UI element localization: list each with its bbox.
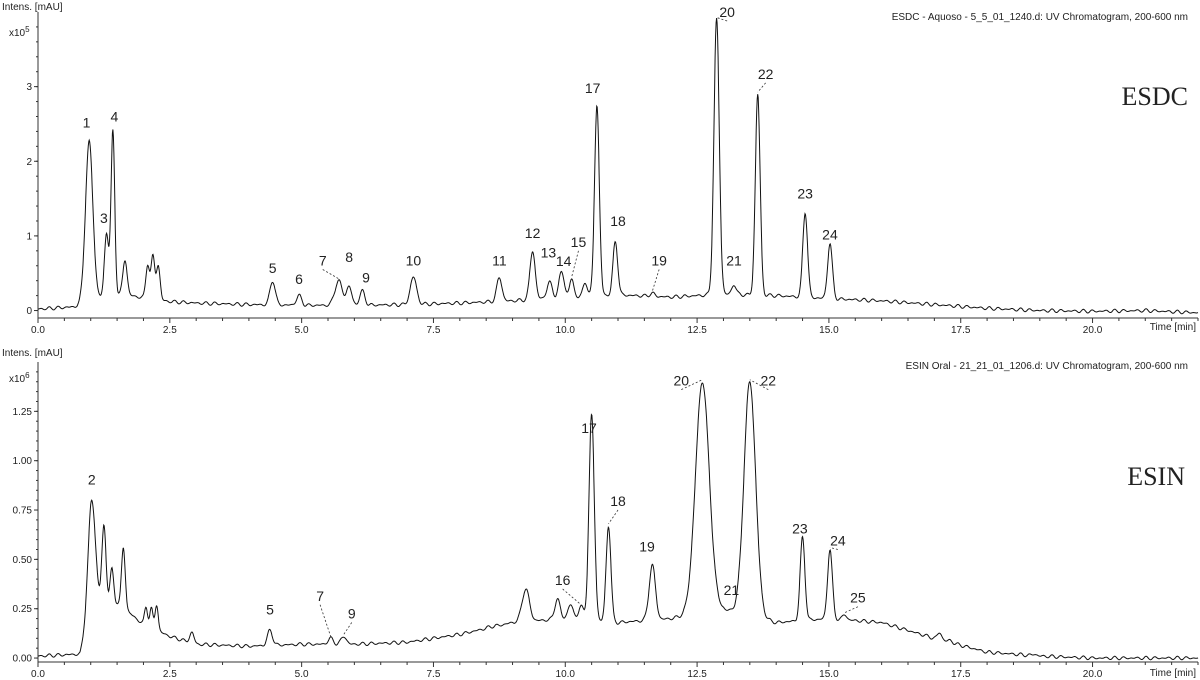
x-tick-label: 20.0 xyxy=(1083,669,1103,680)
signal-trace xyxy=(38,18,1199,315)
peak-label: 15 xyxy=(571,234,587,250)
peak-label: 5 xyxy=(269,260,277,276)
peak-label: 23 xyxy=(797,185,813,201)
peak-label: 3 xyxy=(100,210,108,226)
peak-leader-line xyxy=(571,250,579,278)
peak-leader-line xyxy=(716,17,728,22)
chromatogram-header: ESDC - Aquoso - 5_5_01_1240.d: UV Chroma… xyxy=(892,12,1188,23)
sample-label: ESIN xyxy=(1127,462,1185,491)
y-axis-label: Intens. [mAU] xyxy=(2,348,63,359)
peak-leader-line xyxy=(757,82,766,93)
peak-label: 4 xyxy=(111,108,119,124)
peak-leader-line xyxy=(829,547,838,550)
peak-label: 18 xyxy=(610,213,626,229)
peak-label: 16 xyxy=(555,572,571,588)
x-tick-label: 12.5 xyxy=(687,669,707,680)
peak-label: 11 xyxy=(492,252,507,268)
peak-label: 7 xyxy=(316,588,324,604)
peak-label: 1 xyxy=(83,114,91,130)
peak-leader-line xyxy=(319,604,332,637)
peak-label: 9 xyxy=(348,606,356,622)
y-tick-label: 2 xyxy=(26,157,32,168)
peak-label: 19 xyxy=(639,538,655,554)
x-tick-label: 0.0 xyxy=(31,325,45,336)
peak-label: 10 xyxy=(406,252,422,268)
peak-label: 25 xyxy=(850,590,866,606)
peak-leader-line xyxy=(608,509,619,525)
peak-label: 7 xyxy=(319,252,327,268)
y-tick-label: 1.25 xyxy=(13,407,33,418)
x-tick-label: 20.0 xyxy=(1083,325,1103,336)
peak-label: 13 xyxy=(541,244,557,260)
y-tick-label: 0.75 xyxy=(13,506,33,517)
peak-label: 19 xyxy=(651,252,667,268)
peak-label: 18 xyxy=(610,493,626,509)
peak-leader-line xyxy=(651,269,660,292)
peak-label: 5 xyxy=(266,602,274,618)
peak-label: 24 xyxy=(822,226,838,242)
x-tick-label: 7.5 xyxy=(427,325,441,336)
signal-trace xyxy=(37,381,1199,661)
peak-label: 6 xyxy=(295,271,303,287)
sample-label: ESDC xyxy=(1122,82,1188,111)
peak-label: 21 xyxy=(726,252,742,268)
peak-leader-line xyxy=(562,588,582,606)
x-tick-label: 17.5 xyxy=(951,669,971,680)
peak-leader-line xyxy=(749,379,769,390)
peak-label: 14 xyxy=(556,253,572,269)
peak-label: 23 xyxy=(792,521,808,537)
x-tick-label: 5.0 xyxy=(295,669,309,680)
peak-label: 2 xyxy=(88,471,96,487)
x-tick-label: 10.0 xyxy=(556,669,576,680)
x-axis-label: Time [min] xyxy=(1150,322,1197,333)
peak-leader-line xyxy=(343,622,353,635)
y-tick-label: 0 xyxy=(26,306,32,317)
peak-label: 9 xyxy=(362,270,370,286)
x-tick-label: 2.5 xyxy=(163,325,177,336)
chromatogram-panel-esin: Intens. [mAU] x106 ESIN Oral - 21_21_01_… xyxy=(2,348,1199,680)
y-multiplier: x106 xyxy=(9,371,30,385)
chromatogram-panel-esdc: Intens. [mAU] x105 ESDC - Aquoso - 5_5_0… xyxy=(2,2,1199,336)
peak-label: 21 xyxy=(724,582,740,598)
x-tick-label: 12.5 xyxy=(687,325,707,336)
peak-label: 20 xyxy=(673,373,689,389)
y-multiplier: x105 xyxy=(9,25,30,39)
x-tick-label: 15.0 xyxy=(819,669,839,680)
y-tick-label: 1 xyxy=(26,231,32,242)
peak-label: 22 xyxy=(758,66,774,82)
y-axis-label: Intens. [mAU] xyxy=(2,2,63,13)
x-tick-label: 17.5 xyxy=(951,325,971,336)
peak-label: 24 xyxy=(830,533,846,549)
x-tick-label: 5.0 xyxy=(295,325,309,336)
peak-label: 8 xyxy=(345,249,353,265)
x-axis-label: Time [min] xyxy=(1150,668,1197,679)
peak-label: 22 xyxy=(760,373,776,389)
x-tick-label: 7.5 xyxy=(427,669,441,680)
y-tick-label: 3 xyxy=(26,82,32,93)
peak-leader-line xyxy=(322,269,339,280)
peak-label: 17 xyxy=(585,80,601,96)
x-tick-label: 15.0 xyxy=(819,325,839,336)
x-tick-label: 0.0 xyxy=(31,669,45,680)
x-tick-label: 2.5 xyxy=(163,669,177,680)
peak-leader-line xyxy=(844,606,859,613)
y-tick-label: 0.25 xyxy=(13,604,33,615)
y-tick-label: 0.50 xyxy=(13,555,33,566)
peak-label: 17 xyxy=(581,420,597,436)
peak-label: 20 xyxy=(719,4,735,20)
y-tick-label: 0.00 xyxy=(13,654,33,665)
y-tick-label: 1.00 xyxy=(13,456,33,467)
x-tick-label: 10.0 xyxy=(556,325,576,336)
chromatogram-header: ESIN Oral - 21_21_01_1206.d: UV Chromato… xyxy=(906,361,1188,372)
peak-label: 12 xyxy=(525,225,541,241)
